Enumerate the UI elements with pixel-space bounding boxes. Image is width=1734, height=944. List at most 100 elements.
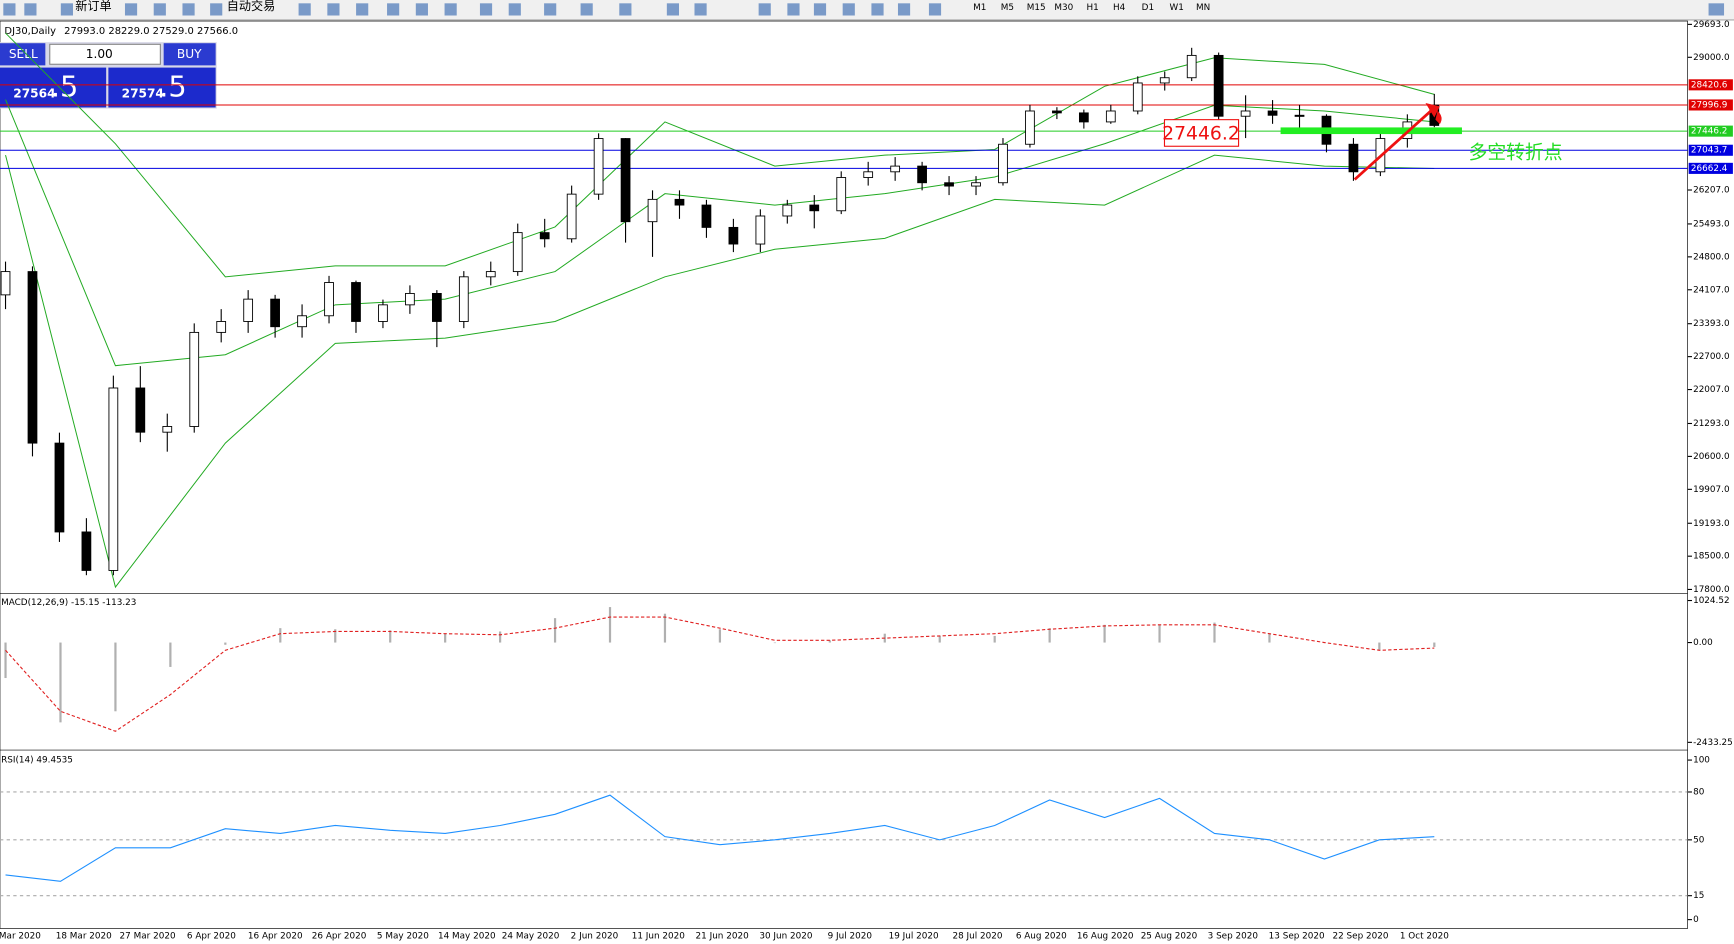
buy-label[interactable]: BUY (177, 47, 202, 61)
chart-symbol: DJ30,Daily (4, 26, 56, 37)
candle-body (1240, 110, 1251, 117)
macd-bar (663, 613, 667, 643)
macd-bar (1048, 628, 1051, 643)
sell-button[interactable] (0, 43, 46, 66)
candle-body (1213, 54, 1224, 117)
x-tick-label: 19 Jul 2020 (889, 932, 939, 942)
y-tick-label: 19193.0 (1693, 519, 1730, 529)
timeframe-button[interactable]: M30 (1054, 3, 1073, 13)
macd-bar (4, 642, 7, 679)
toolbar-icons (3, 3, 942, 16)
candle-body (485, 271, 496, 278)
down-arrow (1435, 110, 1442, 125)
buy-button[interactable] (163, 43, 216, 66)
candle-body (1294, 114, 1305, 117)
annotations: 27446.2 多空转折点 (1162, 103, 1563, 181)
candle-body (701, 204, 712, 228)
buy-price-box[interactable] (108, 67, 216, 108)
timeframe-button[interactable]: H1 (1086, 3, 1098, 13)
candle-body (189, 331, 200, 427)
candle-body (1267, 110, 1278, 116)
timeframe-button[interactable]: W1 (1169, 3, 1183, 13)
candle-body (405, 292, 415, 306)
x-tick-label: 30 Jun 2020 (759, 932, 813, 942)
lots-input[interactable] (49, 43, 161, 65)
y-tick-label: 29693.0 (1693, 20, 1730, 30)
candle-body (108, 387, 119, 571)
y-tick-label: 21293.0 (1693, 419, 1730, 429)
timeframe-button[interactable]: H4 (1113, 3, 1126, 13)
macd-bar (718, 629, 722, 643)
candle-body (593, 138, 604, 195)
chart-area (0, 20, 1688, 929)
rsi-tick-label: 100 (1693, 756, 1710, 766)
x-tick-label: 2 Jun 2020 (571, 932, 619, 942)
candle-body (27, 271, 38, 444)
plot-frame (0, 20, 1688, 929)
sell-price-box[interactable] (0, 67, 107, 108)
x-tick-label: 25 Aug 2020 (1141, 932, 1198, 942)
timeframe-button[interactable]: M5 (1001, 3, 1014, 13)
candle-body (674, 198, 685, 206)
x-tick-label: 3 Sep 2020 (1208, 932, 1259, 942)
timeframe-button[interactable]: D1 (1142, 3, 1154, 13)
x-tick-label: 24 May 2020 (502, 932, 560, 942)
y-tick-label: 18500.0 (1693, 552, 1730, 562)
price-level-tag (1688, 144, 1733, 156)
x-tick-label: 14 May 2020 (438, 932, 496, 942)
bollinger-lower (5, 154, 1435, 589)
macd-bar (773, 642, 776, 644)
macd-bar (828, 640, 831, 643)
macd-bar (169, 642, 172, 667)
macd-bar (389, 630, 392, 643)
macd-tick-label: -2433.25 (1693, 738, 1733, 748)
macd-bar (499, 631, 502, 643)
macd-label: MACD(12,26,9) -15.15 -113.23 (1, 598, 136, 608)
candle-body (890, 165, 901, 173)
lots-value[interactable]: 1.00 (86, 47, 113, 61)
timeframe-button[interactable]: MN (1196, 3, 1210, 13)
trade-panel: SELL 1.00 BUY 27564 .5 27574 .5 (0, 42, 217, 109)
timeframe-button[interactable]: M15 (1027, 3, 1046, 13)
rsi-tick-label: 15 (1693, 891, 1704, 901)
new-order-button[interactable]: 新订单 (75, 0, 111, 13)
candle-body (1348, 143, 1359, 173)
candle-body (297, 315, 307, 328)
macd-tick-label: 1024.52 (1693, 596, 1730, 606)
candle-body (0, 271, 11, 296)
candle-body (1132, 82, 1143, 112)
candle-body (647, 198, 658, 223)
x-tick-label: 18 Mar 2020 (56, 932, 112, 942)
candle-body (270, 298, 280, 328)
sell-price-fraction: .5 (51, 70, 78, 104)
trend-arrow (1353, 109, 1432, 181)
price-level-label: 27996.9 (1691, 100, 1728, 110)
y-tick-label: 17800.0 (1693, 585, 1730, 595)
buy-price: 27574 (122, 87, 164, 101)
rsi-tick-label: 0 (1693, 915, 1699, 925)
macd-bar (1158, 624, 1161, 643)
x-tick-label: 1 Oct 2020 (1400, 932, 1449, 942)
macd-bar (444, 633, 447, 643)
candle-body (162, 426, 173, 433)
macd-bar (553, 618, 557, 643)
candle-body (324, 282, 334, 317)
timeframe-button[interactable]: M1 (973, 3, 986, 13)
auto-trading-button[interactable]: 自动交易 (227, 0, 276, 13)
candle-body (1159, 77, 1170, 84)
x-tick-label: 11 Jun 2020 (632, 932, 686, 942)
candle-body (1052, 110, 1062, 114)
candle-body (782, 204, 793, 217)
candle-body (512, 232, 523, 273)
candle-body (944, 182, 954, 187)
sell-label[interactable]: SELL (9, 47, 38, 61)
candle-body (539, 232, 550, 240)
price-level-tag (1688, 125, 1733, 137)
macd-bar (1103, 624, 1106, 643)
y-tick-label: 22007.0 (1693, 385, 1730, 395)
candle-body (243, 298, 254, 322)
buy-price-fraction: .5 (159, 70, 186, 104)
candle-body (917, 165, 927, 184)
y-tick-label: 23393.0 (1693, 319, 1730, 329)
